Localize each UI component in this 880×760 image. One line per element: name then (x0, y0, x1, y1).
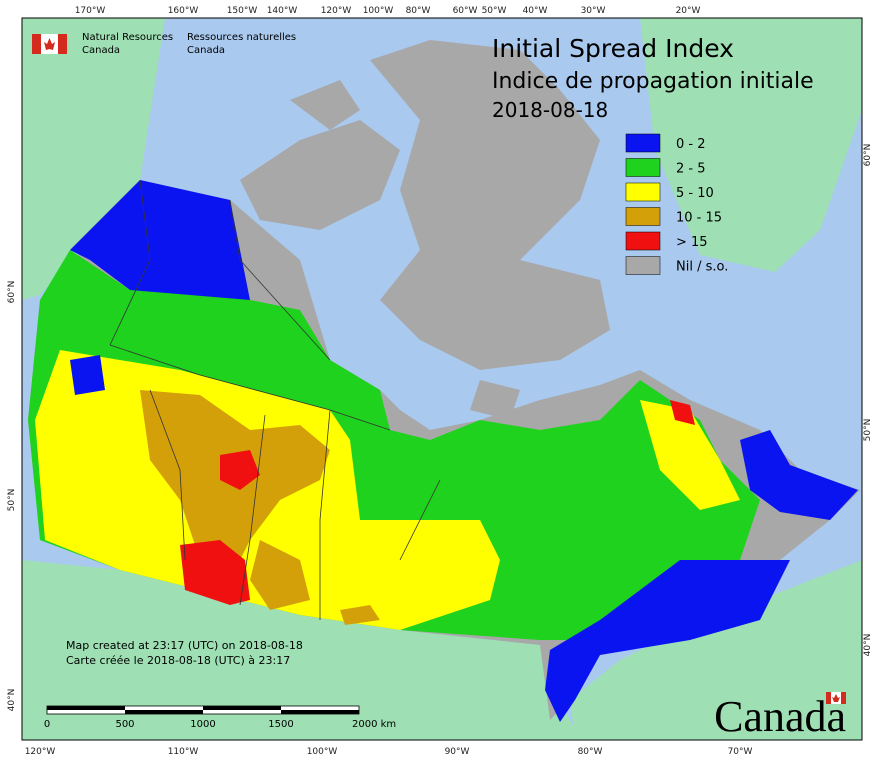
legend-label: 0 - 2 (676, 137, 706, 152)
legend-swatch (625, 231, 661, 251)
alaska (22, 18, 165, 300)
graticule-label: 120°W (25, 747, 56, 757)
graticule-label: 80°W (578, 747, 603, 757)
zone-blue-bc (70, 355, 105, 395)
graticule-label: 20°W (676, 6, 701, 16)
zone-yellow-quebec (640, 400, 740, 510)
legend-label: Nil / s.o. (676, 260, 728, 275)
scale-label: 1500 (268, 719, 293, 730)
credit: Map created at 23:17 (UTC) on 2018-08-18 (66, 639, 303, 652)
legend-swatch (625, 182, 661, 202)
agency-fr: Canada (187, 45, 225, 56)
graticule-label: 110°W (168, 747, 199, 757)
graticule-label: 40°N (863, 634, 873, 657)
greenland (640, 18, 862, 272)
canada-wordmark-flag (826, 692, 846, 704)
graticule-label: 50°N (863, 419, 873, 442)
graticule-label: 140°W (267, 6, 298, 16)
legend-swatch (625, 158, 661, 177)
scale-label: 500 (115, 719, 134, 730)
title: Initial Spread Index (492, 34, 734, 63)
agency-en: Canada (82, 45, 120, 56)
graticule-label: 150°W (227, 6, 258, 16)
graticule-label: 80°W (406, 6, 431, 16)
zone-red (180, 400, 695, 605)
nrcan-flag (32, 34, 67, 54)
graticule-label: 160°W (168, 6, 199, 16)
graticule-label: 30°W (581, 6, 606, 16)
zone-blue-southeast (545, 560, 790, 722)
arctic-islands (240, 40, 610, 420)
legend-label: 10 - 15 (676, 211, 722, 226)
legend-label: 5 - 10 (676, 186, 714, 201)
legend-label: > 15 (676, 235, 708, 250)
canada-wordmark: Canada (714, 692, 846, 741)
frame-border (21, 17, 863, 741)
zone-blue-yukon (70, 180, 250, 300)
graticule-label: 50°W (482, 6, 507, 16)
graticule-label: 50°N (7, 489, 17, 512)
graticule-label: 90°W (445, 747, 470, 757)
graticule-label: 40°W (523, 6, 548, 16)
graticule-label: 60°W (453, 6, 478, 16)
legend-label: 2 - 5 (676, 162, 706, 177)
title-date: 2018-08-18 (492, 98, 608, 122)
graticule-label: 120°W (321, 6, 352, 16)
province-borders (109, 179, 441, 620)
graticule-label: 100°W (363, 6, 394, 16)
graticule-label: 60°N (863, 144, 873, 167)
title: Indice de propagation initiale (492, 69, 814, 94)
map-frame (22, 18, 862, 740)
agency-en: Natural Resources (82, 32, 173, 43)
legend-swatch (625, 133, 661, 153)
usa (22, 560, 580, 740)
credit: Carte créée le 2018-08-18 (UTC) à 23:17 (66, 654, 290, 667)
legend-swatch (625, 256, 661, 275)
legend-swatch (625, 207, 661, 226)
graticule-label: 40°N (7, 689, 17, 712)
graticule-label: 100°W (307, 747, 338, 757)
scale-bar (46, 705, 360, 715)
graticule-label: 70°W (728, 747, 753, 757)
graticule-label: 60°N (7, 281, 17, 304)
zone-blue-newfoundland (740, 430, 858, 520)
usa-east (570, 560, 862, 740)
scale-label: 0 (44, 719, 50, 730)
scale-label: 1000 (190, 719, 215, 730)
graticule-label: 170°W (75, 6, 106, 16)
scale-label: 2000 km (352, 719, 396, 730)
agency-fr: Ressources naturelles (187, 32, 296, 43)
